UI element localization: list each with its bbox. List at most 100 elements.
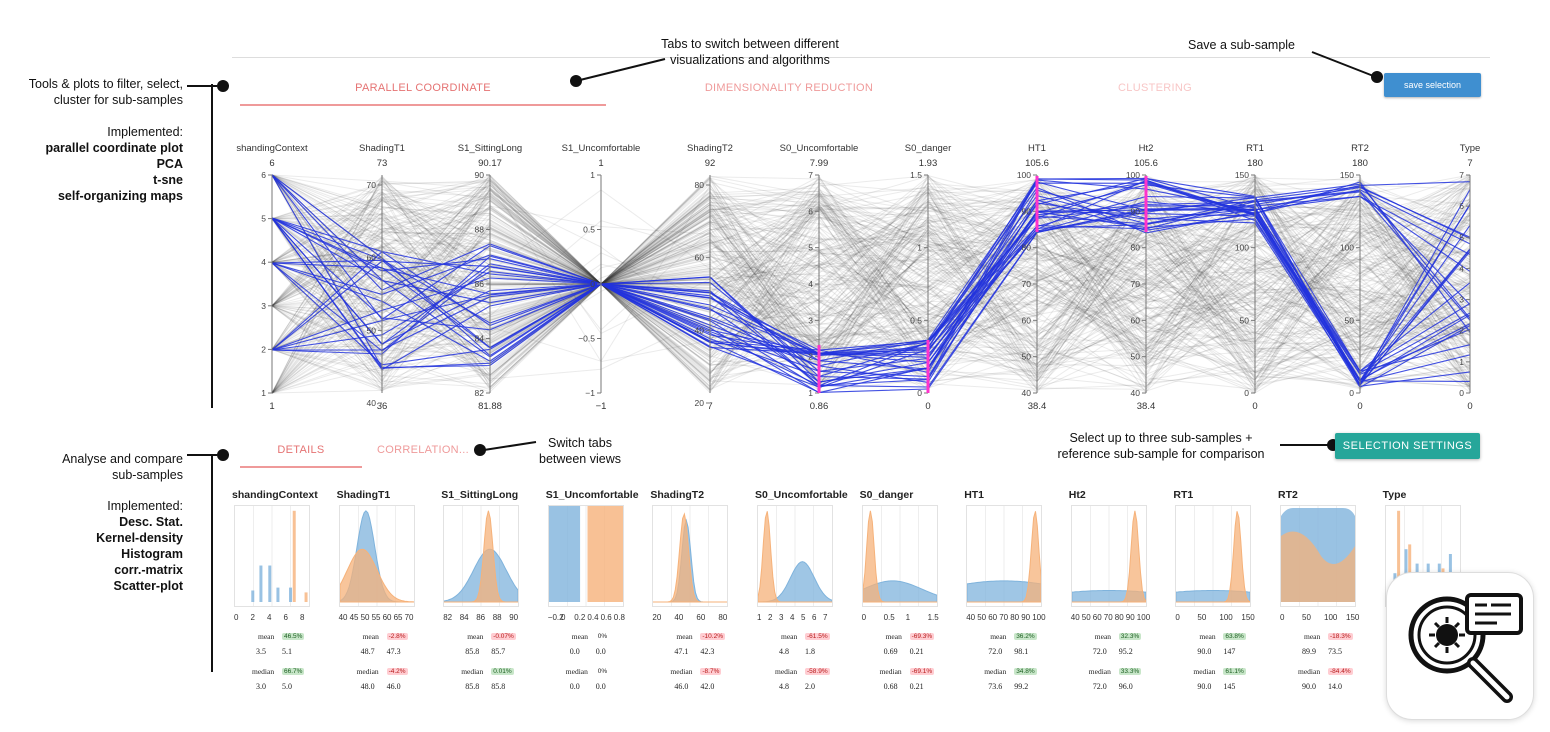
data-line — [271, 188, 1471, 387]
tab-active-indicator — [240, 466, 362, 468]
stat-value: 42.0 — [700, 682, 715, 691]
data-line — [271, 174, 1471, 366]
stat-value: 90.0 — [1197, 647, 1212, 656]
axis-min-label: −1 — [595, 401, 607, 412]
save-selection-button[interactable]: save selection — [1384, 73, 1481, 97]
chart-title: S1_SittingLong — [441, 489, 519, 501]
data-line — [271, 195, 1471, 387]
axis-tick-label: 150 — [1235, 170, 1249, 180]
data-line — [271, 191, 1471, 368]
data-line — [271, 175, 1471, 365]
stat-value: 0.0 — [569, 682, 580, 691]
data-line — [271, 193, 1471, 394]
data-line — [271, 174, 1471, 383]
stat-value: 4.8 — [779, 682, 789, 691]
delta-badge: 32.3% — [1118, 633, 1142, 640]
x-tick-label: 5 — [801, 613, 806, 622]
x-tick-label: 6 — [283, 613, 288, 622]
stat-label: median — [1193, 667, 1216, 676]
x-tick-label: 60 — [696, 613, 706, 622]
axis-tick-label: 50 — [1131, 352, 1141, 362]
data-line — [271, 182, 1471, 350]
axis-tick-label: 50 — [1240, 315, 1250, 325]
stat-label: median — [670, 667, 693, 676]
tab-details[interactable]: DETAILS — [277, 444, 325, 456]
histogram-bar — [1396, 510, 1400, 602]
axis-name: ShadingT2 — [687, 143, 733, 154]
x-tick-label: 45 — [349, 613, 359, 622]
stat-label: mean — [990, 632, 1007, 641]
data-line — [271, 194, 1471, 394]
x-tick-label: 40 — [1070, 613, 1080, 622]
annotation-bracket-top — [187, 454, 217, 456]
data-line — [271, 175, 1471, 388]
data-line — [271, 176, 1471, 394]
chart-title: Type — [1382, 489, 1407, 501]
stat-value: 0.21 — [909, 647, 924, 656]
implemented-label: Implemented: — [107, 499, 183, 513]
axis-min-label: 0 — [925, 401, 931, 412]
data-line — [271, 180, 1471, 391]
data-line — [271, 205, 1471, 391]
selected-line — [271, 183, 1471, 388]
data-line — [271, 184, 1471, 394]
chart-title: ShadingT1 — [336, 489, 391, 501]
stat-value: 47.1 — [674, 647, 689, 656]
stat-value: 5.0 — [282, 682, 292, 691]
x-tick-label: 70 — [1103, 613, 1113, 622]
x-tick-label: 80 — [718, 613, 728, 622]
tab-clustering[interactable]: CLUSTERING — [1118, 82, 1192, 94]
axis-max-label: 7 — [1467, 158, 1473, 169]
density-curve — [862, 510, 937, 603]
stat-value: 0.0 — [569, 647, 580, 656]
stat-value: 73.6 — [988, 682, 1003, 691]
selection-settings-button[interactable]: SELECTION SETTINGS — [1335, 433, 1480, 459]
data-line — [271, 174, 1471, 387]
axis-tick-label: 88 — [475, 225, 485, 235]
stat-label: mean — [676, 632, 693, 641]
axis-name: Ht2 — [1138, 143, 1154, 154]
data-line — [271, 199, 1471, 368]
data-line — [271, 174, 1471, 388]
annotation-select: Select up to three sub-samples + referen… — [1036, 430, 1286, 462]
data-line — [271, 174, 1471, 381]
implemented-item: parallel coordinate plot — [45, 141, 183, 155]
axis-tick-label: 0 — [1459, 388, 1464, 398]
data-line — [271, 193, 1471, 354]
data-line — [271, 183, 1471, 374]
data-line — [271, 216, 1471, 387]
annotation-dot — [1371, 71, 1383, 83]
stat-label: median — [984, 667, 1007, 676]
stat-label: median — [1298, 667, 1321, 676]
data-line — [271, 174, 1471, 380]
histogram-bar — [251, 590, 255, 602]
axis-name: S0_Uncomfortable — [779, 143, 859, 154]
stat-value: 145 — [1223, 682, 1236, 691]
data-line — [271, 174, 1471, 361]
stat-value: 73.5 — [1328, 647, 1342, 656]
tab-correlation[interactable]: CORRELATION... — [376, 444, 469, 456]
x-tick-label: 0.4 — [587, 613, 599, 622]
x-tick-label: 84 — [459, 613, 469, 622]
data-line — [271, 174, 1471, 389]
axis-name: S1_SittingLong — [457, 143, 523, 154]
data-line — [271, 175, 1471, 394]
density-curve — [1071, 510, 1146, 603]
axis-tick-label: 80 — [1022, 243, 1032, 253]
data-line — [271, 175, 1471, 313]
data-line — [271, 193, 1471, 376]
tab-dimensionality-reduction[interactable]: DIMENSIONALITY REDUCTION — [704, 82, 874, 94]
stat-value: 147 — [1223, 647, 1236, 656]
axis-tick-label: 0 — [917, 388, 922, 398]
data-line — [271, 178, 1471, 385]
stat-value: 4.8 — [779, 647, 789, 656]
tab-parallel-coordinate[interactable]: PARALLEL COORDINATE — [355, 82, 491, 94]
parallel-coordinate-plot[interactable]: 65432170605040908886848210.50−0.5−180604… — [0, 0, 1550, 420]
x-tick-label: 0.6 — [600, 613, 612, 622]
axis-tick-label: 1 — [590, 170, 595, 180]
axis-tick-label: 6 — [1459, 201, 1464, 211]
data-line — [271, 188, 1471, 390]
axis-tick-label: 60 — [1022, 315, 1032, 325]
stat-value: 0.0 — [595, 682, 606, 691]
axis-tick-label: −1 — [585, 388, 595, 398]
